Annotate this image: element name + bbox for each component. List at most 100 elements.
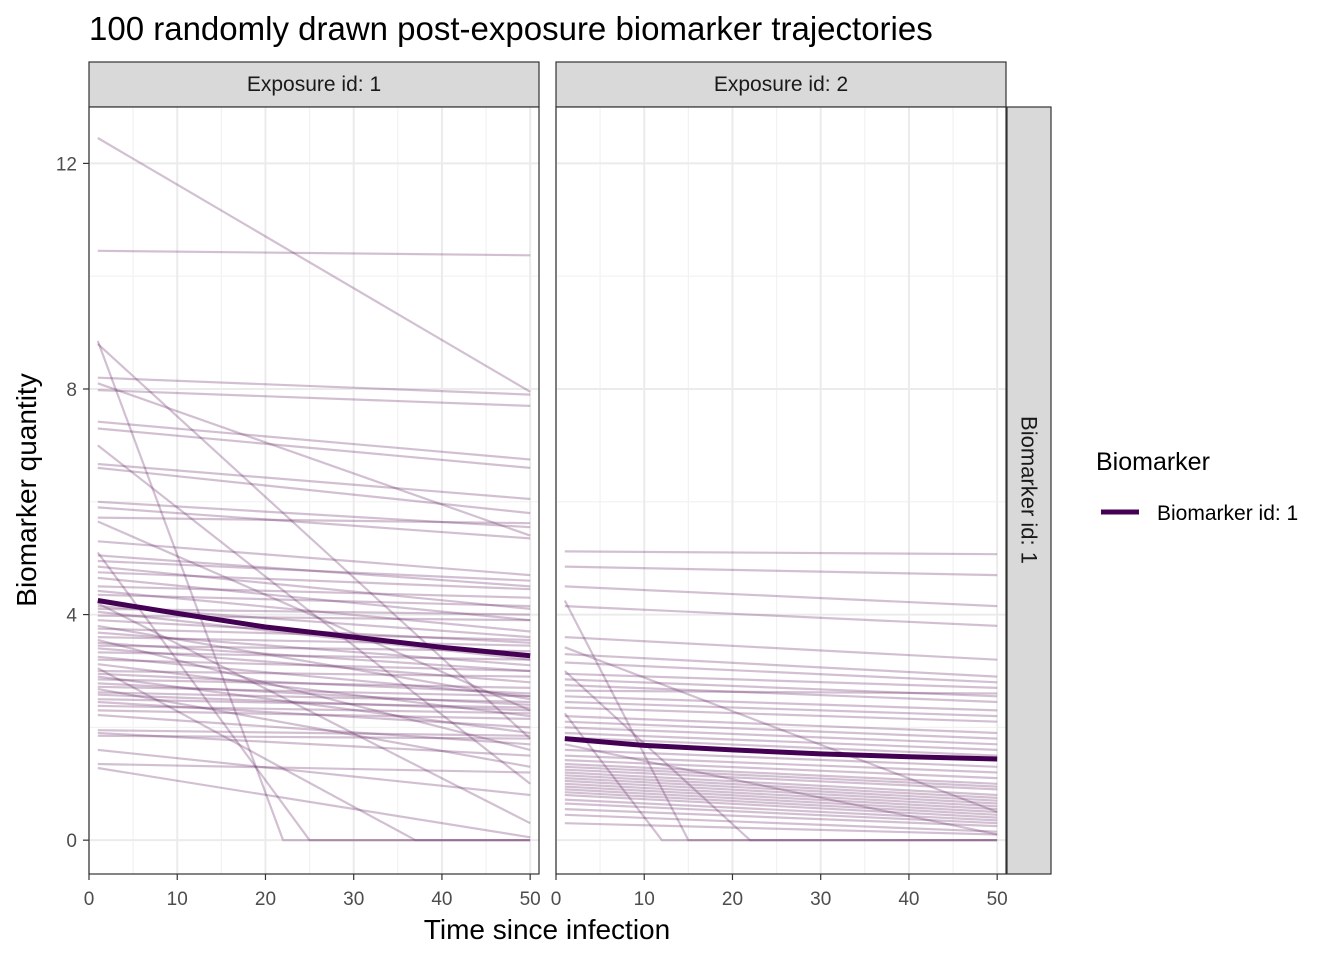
trajectory-line: [564, 785, 998, 811]
trajectory-line: [97, 748, 531, 797]
mean-line: [97, 598, 531, 659]
trajectory-line: [97, 520, 531, 712]
trajectory-line: [97, 444, 531, 785]
trajectory-line: [97, 382, 531, 537]
trajectory-line: [97, 636, 531, 647]
y-tick-label: 4: [66, 606, 77, 627]
gridlines: [88, 107, 539, 874]
trajectory-line: [97, 631, 531, 667]
trajectory-line: [97, 691, 531, 704]
trajectory-line: [97, 734, 531, 740]
trajectory-line: [97, 672, 531, 695]
legend: Biomarker Biomarker id: 1: [1096, 448, 1298, 525]
trajectory-line: [564, 736, 998, 757]
trajectory-line: [564, 759, 998, 780]
x-tick-label: 30: [343, 889, 364, 910]
trajectory-line: [97, 698, 531, 709]
trajectory-line: [564, 726, 998, 746]
trajectory-line: [97, 709, 531, 720]
trajectory-line: [564, 715, 998, 735]
panels: Exposure id: 1 0 10 20 30 40 50 0 4 8 12 Exposure i…: [56, 61, 1008, 910]
trajectory-line: [97, 685, 531, 698]
trajectory-line: [564, 822, 998, 836]
trajectory-line: [97, 137, 531, 393]
trajectory-line: [97, 462, 531, 501]
trajectory-line: [564, 605, 998, 627]
trajectory-line: [97, 589, 531, 633]
trajectory-line: [564, 653, 998, 678]
trajectory-line: [97, 713, 531, 746]
trajectory-line: [97, 585, 531, 599]
x-tick-label: 10: [167, 889, 188, 910]
trajectory-line: [564, 678, 998, 698]
x-tick-label: 0: [551, 889, 562, 910]
x-axis-title: Time since infection: [424, 914, 670, 945]
x-tick-label: 20: [722, 889, 743, 910]
trajectory-line: [564, 700, 998, 718]
trajectory-line: [97, 610, 531, 661]
trajectory-line: [564, 672, 998, 689]
y-axis-title: Biomarker quantity: [11, 373, 42, 606]
trajectory-line: [564, 689, 998, 695]
trajectory-line: [564, 777, 998, 802]
trajectory-line: [97, 663, 531, 718]
chart-title: 100 randomly drawn post-exposure biomark…: [89, 10, 933, 47]
trajectory-line: [564, 646, 998, 814]
trajectory-line: [564, 636, 998, 661]
trajectory-line: [97, 762, 531, 774]
trajectory-line: [97, 343, 531, 740]
legend-title: Biomarker: [1096, 448, 1210, 476]
x-tick-label: 50: [520, 889, 541, 910]
trajectory-line: [97, 693, 531, 712]
x-tick-label: 0: [84, 889, 95, 910]
trajectory-line: [564, 720, 998, 740]
trajectory-line: [564, 762, 998, 785]
trajectory-line: [564, 684, 998, 704]
strip-background: [88, 61, 540, 108]
trajectory-line: [97, 641, 531, 673]
trajectory-line: [97, 602, 531, 825]
panel-1: Exposure id: 1 0 10 20 30 40 50 0 4 8 12: [56, 61, 541, 910]
trajectory-line: [97, 516, 531, 525]
trajectory-line: [97, 249, 531, 257]
trajectory-line: [564, 748, 998, 768]
trajectory-line: [564, 768, 998, 791]
trajectory-line: [563, 599, 998, 842]
legend-entry-label: Biomarker id: 1: [1157, 502, 1298, 525]
trajectory-line: [97, 376, 531, 396]
strip-label: Exposure id: 2: [714, 73, 848, 96]
trajectory-line: [564, 765, 998, 788]
trajectory-line: [97, 389, 531, 407]
x-tick-label: 30: [810, 889, 831, 910]
trajectory-line: [564, 782, 998, 808]
trajectory-line: [564, 802, 998, 825]
trajectory-line: [96, 551, 531, 842]
y-tick-label: 8: [66, 380, 77, 401]
trajectory-line: [97, 638, 531, 751]
trajectory-line: [564, 754, 998, 774]
trajectory-line: [564, 813, 998, 833]
trajectory-line: [97, 420, 531, 461]
panel-background: [89, 107, 539, 874]
x-tick-label: 10: [634, 889, 655, 910]
mean-line: [564, 736, 998, 762]
trajectory-line: [97, 571, 531, 591]
x-tick-label: 50: [987, 889, 1008, 910]
trajectory-line: [97, 678, 531, 689]
trajectory-line: [97, 614, 531, 622]
trajectory-line: [97, 655, 531, 698]
trajectory-line: [564, 585, 998, 608]
x-tick-label: 40: [898, 889, 919, 910]
row-strip: Biomarker id: 1: [1006, 106, 1052, 875]
trajectory-line: [564, 743, 998, 836]
trajectory-line: [97, 647, 531, 684]
trajectory-line: [564, 565, 998, 577]
trajectory-line: [97, 554, 531, 588]
trajectory-line: [564, 788, 998, 814]
trajectory-line: [97, 466, 531, 515]
trajectory-line: [564, 706, 998, 723]
trajectory-line: [564, 808, 998, 828]
x-axis: 0 10 20 30 40 50: [84, 874, 541, 910]
trajectory-line: [564, 550, 998, 556]
